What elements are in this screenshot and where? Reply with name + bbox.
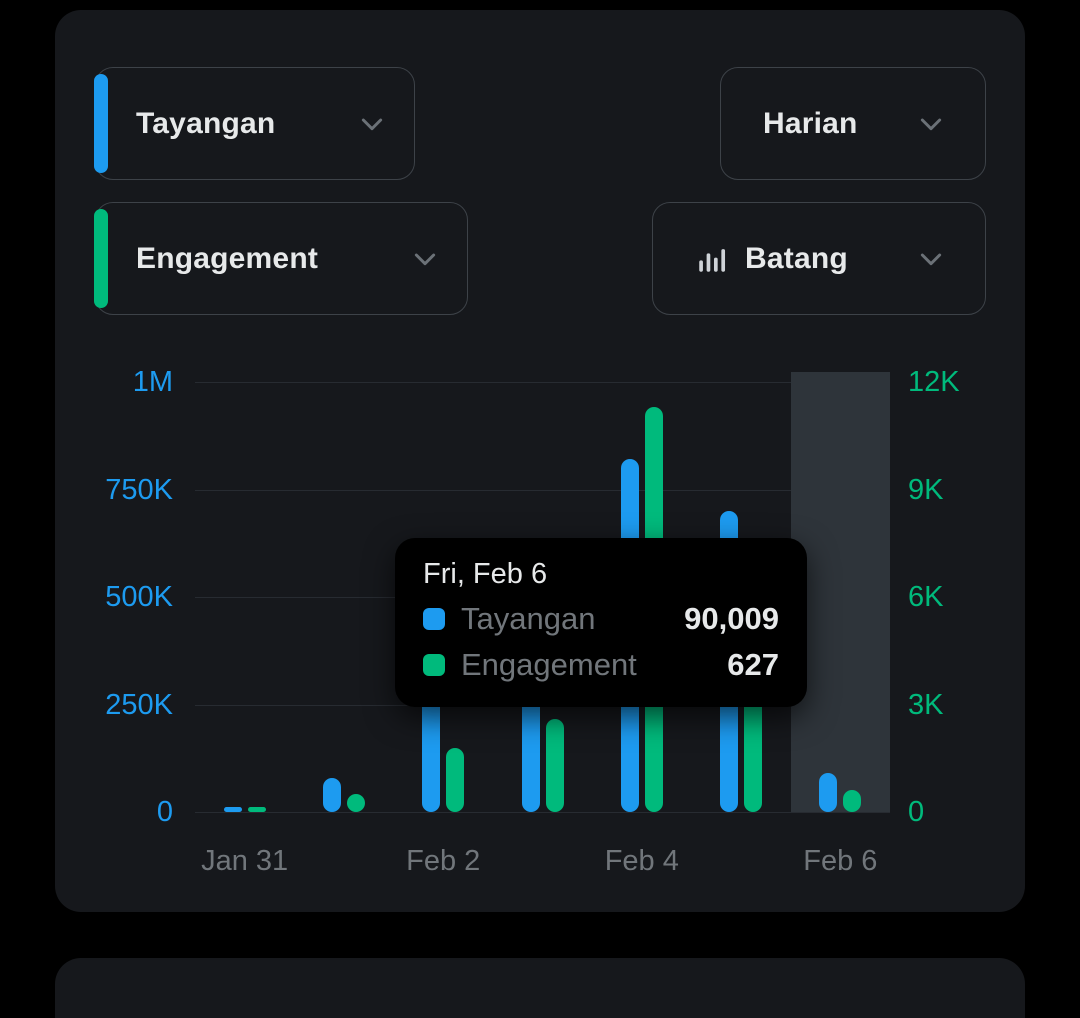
chevron-down-icon — [915, 108, 947, 140]
x-axis-label: Feb 6 — [803, 845, 878, 877]
tooltip-value: 90,009 — [684, 601, 779, 636]
right-axis-tick: 0 — [908, 796, 925, 828]
right-axis-tick: 3K — [908, 688, 944, 721]
bar-engagement-feb-2[interactable] — [446, 747, 465, 812]
tooltip-label: Engagement — [461, 647, 637, 682]
batang-dropdown-label: Batang — [745, 241, 848, 275]
x-axis-label: Feb 4 — [604, 845, 679, 877]
chevron-down-icon — [356, 108, 388, 140]
left-axis-tick: 0 — [156, 796, 173, 828]
engagement-color-swatch — [423, 654, 445, 676]
left-axis-tick: 500K — [105, 581, 173, 613]
chevron-down-icon — [915, 243, 947, 275]
bar-tayangan-feb-1[interactable] — [322, 777, 341, 812]
bar-engagement-feb-1[interactable] — [346, 794, 365, 812]
tooltip-row-tayangan: Tayangan 90,009 — [423, 601, 779, 637]
tooltip-label: Tayangan — [461, 601, 596, 636]
bar-tayangan-jan-31[interactable] — [223, 807, 242, 812]
metric-dropdown-tayangan[interactable]: Tayangan — [94, 67, 415, 180]
harian-dropdown-label: Harian — [763, 106, 858, 140]
bar-engagement-feb-6[interactable] — [843, 789, 862, 812]
metric-dropdown-engagement[interactable]: Engagement — [94, 202, 468, 315]
gridline — [195, 382, 890, 383]
engagement-dropdown-label: Engagement — [136, 241, 319, 275]
bar-tayangan-feb-6[interactable] — [819, 773, 838, 812]
tooltip-row-engagement: Engagement 627 — [423, 647, 779, 683]
x-axis-label: Jan 31 — [201, 845, 289, 877]
engagement-accent-bar — [94, 209, 108, 308]
tayangan-color-swatch — [423, 608, 445, 630]
highlighted-column — [790, 372, 890, 812]
left-axis-tick: 1M — [132, 366, 173, 398]
left-axis-tick: 250K — [105, 688, 173, 721]
right-axis-tick: 9K — [908, 473, 944, 506]
chart-tooltip: Fri, Feb 6 Tayangan 90,009 Engagement 62… — [395, 538, 807, 707]
period-dropdown-harian[interactable]: Harian — [720, 67, 986, 180]
chevron-down-icon — [409, 243, 441, 275]
tayangan-accent-bar — [94, 74, 108, 173]
tooltip-title: Fri, Feb 6 — [423, 558, 548, 590]
tayangan-dropdown-label: Tayangan — [136, 106, 276, 140]
gridline — [195, 812, 890, 813]
left-axis-tick: 750K — [105, 473, 173, 506]
right-axis-tick: 12K — [908, 366, 960, 398]
x-axis-label: Feb 2 — [406, 845, 481, 877]
bar-engagement-feb-3[interactable] — [545, 718, 564, 812]
bar-engagement-jan-31[interactable] — [247, 807, 266, 812]
next-card — [55, 958, 1025, 1018]
right-axis-tick: 6K — [908, 581, 944, 613]
tooltip-value: 627 — [727, 647, 779, 682]
bar-chart-icon — [695, 242, 729, 276]
chart-type-dropdown-batang[interactable]: Batang — [652, 202, 986, 315]
gridline — [195, 489, 890, 491]
analytics-card: Tayangan Harian Engagement Batang — [55, 10, 1025, 912]
